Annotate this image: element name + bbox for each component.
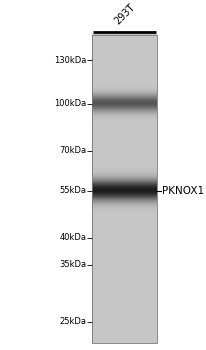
Text: 293T: 293T — [112, 2, 136, 27]
Text: 70kDa: 70kDa — [59, 146, 86, 155]
Text: 40kDa: 40kDa — [59, 233, 86, 242]
Text: 25kDa: 25kDa — [59, 317, 86, 326]
Text: 100kDa: 100kDa — [54, 99, 86, 108]
Text: PKNOX1: PKNOX1 — [161, 186, 203, 196]
Text: 130kDa: 130kDa — [54, 56, 86, 65]
Text: 55kDa: 55kDa — [59, 186, 86, 195]
Bar — [92, 35, 156, 343]
Text: 35kDa: 35kDa — [59, 260, 86, 269]
